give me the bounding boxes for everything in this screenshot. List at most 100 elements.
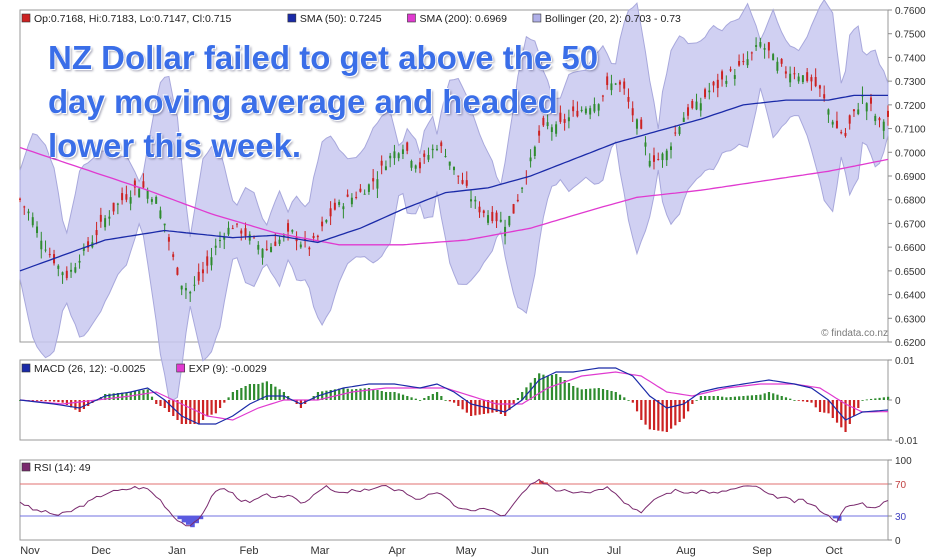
candle-body xyxy=(384,166,387,170)
macd-histogram-bar xyxy=(657,400,660,431)
macd-histogram-bar xyxy=(844,400,847,432)
price-panel xyxy=(19,0,889,401)
macd-histogram-bar xyxy=(635,400,639,412)
headline-line-3: lower this week. xyxy=(48,127,302,164)
candle-body xyxy=(618,81,621,85)
candle-body xyxy=(393,151,396,159)
macd-histogram-bar xyxy=(112,393,115,400)
price-tick-label: 0.6900 xyxy=(895,172,926,183)
headline-line-2: day moving average and headed xyxy=(48,83,558,120)
rsi-oversold-fill xyxy=(177,516,182,520)
macd-histogram-bar xyxy=(704,396,707,400)
macd-histogram-bar xyxy=(36,400,39,401)
candle-body xyxy=(457,175,460,177)
candle-body xyxy=(529,157,532,162)
macd-histogram-bar xyxy=(606,390,609,400)
x-tick-label: Jan xyxy=(168,545,186,557)
candle-body xyxy=(538,130,541,136)
macd-panel xyxy=(19,367,890,432)
macd-histogram-bar xyxy=(521,392,524,400)
macd-histogram-bar xyxy=(372,389,375,400)
price-tick-label: 0.7200 xyxy=(895,101,926,112)
candle-body xyxy=(218,240,221,242)
candle-body xyxy=(240,230,243,234)
macd-histogram-bar xyxy=(444,400,447,401)
candle-body xyxy=(716,79,719,89)
candle-body xyxy=(31,217,34,226)
candle-body xyxy=(874,115,877,122)
candle-body xyxy=(138,188,141,198)
candle-body xyxy=(844,132,847,136)
macd-histogram-bar xyxy=(882,397,885,400)
candle-body xyxy=(406,142,409,151)
macd-histogram-bar xyxy=(478,400,481,415)
candle-body xyxy=(682,117,685,123)
rsi-frame xyxy=(19,459,889,541)
macd-histogram-bar xyxy=(244,386,247,400)
macd-histogram-bar xyxy=(453,400,456,403)
candle-body xyxy=(274,241,277,246)
macd-histogram-bar xyxy=(167,400,171,412)
macd-histogram-bar xyxy=(474,400,477,416)
macd-histogram-bar xyxy=(499,400,503,414)
macd-histogram-bar xyxy=(325,390,328,400)
price-tick-label: 0.7100 xyxy=(895,125,926,136)
candle-body xyxy=(376,179,379,189)
macd-histogram-bar xyxy=(721,396,724,400)
candle-body xyxy=(321,221,324,227)
x-tick-label: May xyxy=(456,545,477,557)
macd-histogram-bar xyxy=(738,396,741,400)
candle-body xyxy=(576,110,579,117)
macd-histogram-bar xyxy=(806,400,809,402)
candle-body xyxy=(733,75,736,79)
macd-histogram-bar xyxy=(40,400,43,401)
candle-body xyxy=(414,165,417,169)
candle-body xyxy=(533,146,536,156)
macd-histogram-bar xyxy=(108,393,111,400)
candle-body xyxy=(172,254,175,257)
candle-body xyxy=(27,211,30,214)
macd-histogram-bar xyxy=(712,396,715,400)
x-tick-label: Mar xyxy=(311,545,330,557)
candle-body xyxy=(823,94,826,99)
macd-histogram-bar xyxy=(350,389,354,400)
macd-histogram-bar xyxy=(146,389,149,400)
candle-body xyxy=(287,223,290,232)
macd-histogram-bar xyxy=(74,400,77,410)
macd-histogram-bar xyxy=(31,400,34,401)
candle-body xyxy=(48,254,51,256)
candle-body xyxy=(601,95,604,97)
rsi-tick-label: 30 xyxy=(895,512,907,523)
candle-body xyxy=(818,85,821,89)
candle-body xyxy=(797,76,800,82)
macd-histogram-bar xyxy=(597,388,600,400)
candle-body xyxy=(857,109,860,115)
candle-body xyxy=(291,230,294,232)
macd-histogram-bar xyxy=(393,392,396,400)
rsi-oversold-fill xyxy=(185,516,191,525)
candle-body xyxy=(614,83,617,85)
macd-histogram-bar xyxy=(70,400,73,408)
legend-ohlc-swatch xyxy=(21,13,31,23)
rsi-oversold-fill xyxy=(832,516,838,519)
candle-body xyxy=(882,121,885,131)
rsi-overbought-fill xyxy=(543,482,548,484)
macd-histogram-bar xyxy=(584,389,588,400)
legend-ohlc: Op:0.7168, Hi:0.7183, Lo:0.7147, Cl:0.71… xyxy=(34,13,231,25)
macd-histogram-bar xyxy=(580,389,583,400)
macd-histogram-bar xyxy=(470,400,473,416)
macd-histogram-bar xyxy=(823,400,826,413)
macd-histogram-bar xyxy=(887,396,890,400)
macd-histogram-bar xyxy=(410,397,413,400)
macd-histogram-bar xyxy=(784,397,788,400)
macd-histogram-bar xyxy=(508,400,511,410)
macd-histogram-bar xyxy=(261,382,264,400)
macd-histogram-bar xyxy=(414,398,417,400)
candle-body xyxy=(848,115,851,124)
macd-histogram-bar xyxy=(550,375,554,400)
macd-histogram-bar xyxy=(397,393,400,400)
macd-histogram-bar xyxy=(457,400,460,406)
macd-histogram-bar xyxy=(389,392,392,400)
macd-histogram-bar xyxy=(869,398,873,400)
macd-histogram-bar xyxy=(159,400,162,406)
